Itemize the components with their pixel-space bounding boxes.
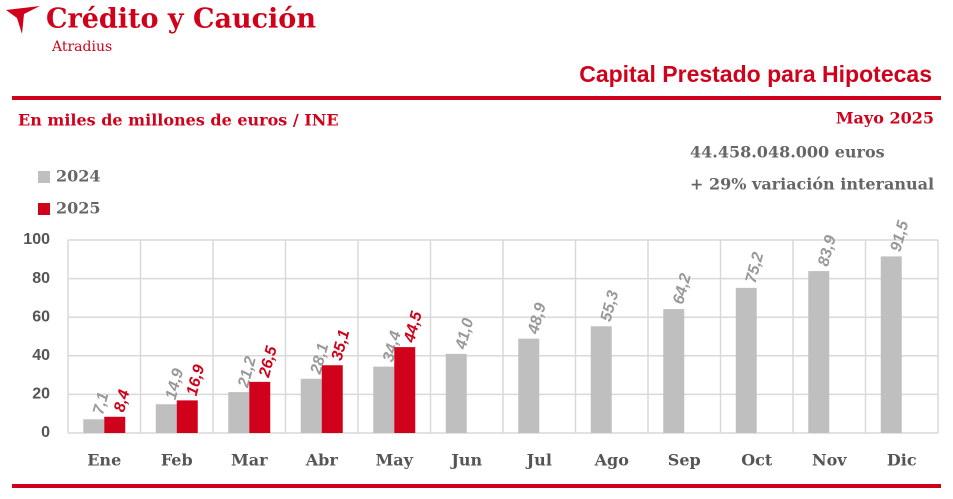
- bar: [663, 309, 685, 433]
- annotation: + 29% variación interanual: [690, 175, 934, 194]
- value-label: 91,5: [888, 218, 913, 254]
- value-label: 64,2: [670, 272, 695, 307]
- bar: [518, 338, 540, 433]
- value-label: 7,1: [90, 390, 112, 416]
- bar: [394, 347, 416, 433]
- value-label: 75,2: [743, 250, 768, 285]
- x-tick-label: May: [376, 451, 414, 470]
- bar: [176, 400, 198, 433]
- brand-sub: Atradius: [51, 39, 112, 55]
- value-label: 41,0: [453, 316, 478, 352]
- legend-label: 2024: [56, 167, 101, 186]
- y-tick-label: 40: [32, 347, 50, 364]
- value-label: 14,9: [163, 367, 188, 402]
- bar: [104, 416, 126, 433]
- y-tick-label: 80: [32, 270, 50, 287]
- bar: [735, 287, 757, 433]
- value-label: 83,9: [815, 234, 840, 269]
- bar: [321, 365, 343, 433]
- x-tick-label: Jun: [449, 451, 482, 470]
- legend-swatch: [38, 171, 50, 183]
- x-tick-label: Jul: [525, 451, 552, 470]
- x-tick-label: Abr: [305, 451, 339, 470]
- chart-title: Capital Prestado para Hipotecas: [579, 61, 932, 87]
- x-tick-label: Dic: [887, 451, 917, 470]
- legend-label: 2025: [56, 199, 101, 218]
- y-tick-label: 60: [32, 308, 50, 325]
- bar: [808, 271, 830, 433]
- bar: [590, 326, 612, 433]
- date: Mayo 2025: [836, 109, 934, 128]
- value-label: 8,4: [111, 388, 133, 414]
- value-label: 26,5: [256, 343, 281, 380]
- y-tick-label: 100: [23, 231, 50, 248]
- x-tick-label: Nov: [812, 451, 847, 470]
- title-rule: [12, 96, 941, 100]
- bar: [155, 404, 177, 433]
- x-tick-label: Mar: [231, 451, 268, 470]
- x-tick-label: Sep: [668, 451, 701, 470]
- bottom-rule: [12, 484, 941, 488]
- legend-swatch: [38, 203, 50, 215]
- subtitle: En miles de millones de euros / INE: [18, 111, 339, 130]
- x-tick-label: Feb: [161, 451, 193, 470]
- value-label: 44,5: [401, 309, 426, 346]
- brand-name: Crédito y Caución: [46, 4, 316, 35]
- bar: [249, 381, 271, 433]
- annotation: 44.458.048.000 euros: [690, 143, 885, 162]
- bar: [83, 419, 105, 433]
- x-tick-label: Ene: [87, 451, 121, 470]
- logo-icon: [6, 6, 40, 34]
- value-label: 48,9: [525, 301, 550, 337]
- bar: [228, 392, 250, 433]
- value-label: 35,1: [329, 328, 354, 363]
- bar: [880, 256, 902, 433]
- x-tick-label: Oct: [741, 451, 773, 470]
- bar: [445, 353, 467, 433]
- y-tick-label: 0: [41, 424, 50, 441]
- value-label: 16,9: [184, 363, 209, 398]
- bar: [300, 378, 322, 433]
- x-tick-label: Ago: [594, 451, 630, 470]
- y-tick-label: 20: [32, 386, 50, 403]
- value-label: 55,3: [598, 289, 623, 324]
- bar: [373, 366, 395, 433]
